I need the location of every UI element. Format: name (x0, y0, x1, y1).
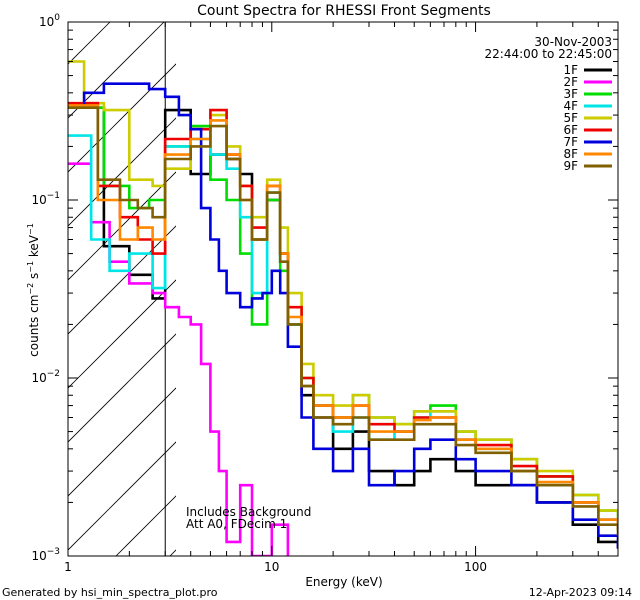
x-axis-label: Energy (keV) (305, 575, 382, 589)
annotation-background: Includes Background (186, 505, 311, 519)
hatch-line (68, 22, 165, 119)
hatch-line (68, 387, 176, 497)
hatch-line (68, 225, 176, 335)
hatch-line (602, 22, 640, 556)
series-line-9F (68, 106, 618, 536)
plot-frame (67, 21, 619, 557)
hatch-line (68, 441, 176, 551)
series-line-5F (68, 60, 618, 525)
series-line-3F (68, 106, 618, 525)
x-tick-label: 1 (64, 560, 72, 574)
y-axis: 100 10−1 10−2 10−3 (31, 13, 618, 563)
footer-timestamp: 12-Apr-2023 09:14 (529, 586, 632, 599)
hatch-line (0, 22, 2, 556)
hatch-line (68, 117, 176, 227)
hatch-line (332, 22, 640, 556)
series-line-1F (68, 106, 618, 549)
legend-label-6F: 6F (563, 123, 578, 137)
hatch-line (278, 22, 640, 556)
time-range-label: 22:44:00 to 22:45:00 (485, 47, 612, 61)
y-tick-label: 10−3 (31, 547, 60, 563)
chart-title: Count Spectra for RHESSI Front Segments (197, 3, 491, 19)
series-line-6F (68, 101, 618, 530)
legend-label-2F: 2F (563, 75, 578, 89)
annotation-attenuator: Att A0, FDecim 1 (186, 517, 287, 531)
series-line-2F (68, 162, 290, 556)
legend-label-9F: 9F (563, 159, 578, 173)
x-axis: 1 10 100 (64, 22, 619, 574)
legend-label-5F: 5F (563, 111, 578, 125)
y-tick-label: 100 (39, 13, 60, 29)
legend-label-1F: 1F (563, 63, 578, 77)
legend-label-3F: 3F (563, 87, 578, 101)
y-tick-label: 10−1 (31, 191, 60, 207)
y-tick-label: 10−2 (31, 369, 60, 385)
series-line-7F (68, 82, 618, 549)
x-tick-label: 10 (264, 560, 279, 574)
legend-label-7F: 7F (563, 135, 578, 149)
legend-label-4F: 4F (563, 99, 578, 113)
hatch-line (68, 279, 176, 389)
x-tick-label: 100 (464, 560, 487, 574)
date-label: 30-Nov-2003 (534, 35, 612, 49)
legend-label-8F: 8F (563, 147, 578, 161)
series-layer (68, 60, 618, 556)
hatch-line (386, 22, 640, 556)
footer-generated-by: Generated by hsi_min_spectra_plot.pro (2, 586, 218, 599)
y-axis-label: counts cm−2 s−1 keV−1 (26, 223, 41, 357)
